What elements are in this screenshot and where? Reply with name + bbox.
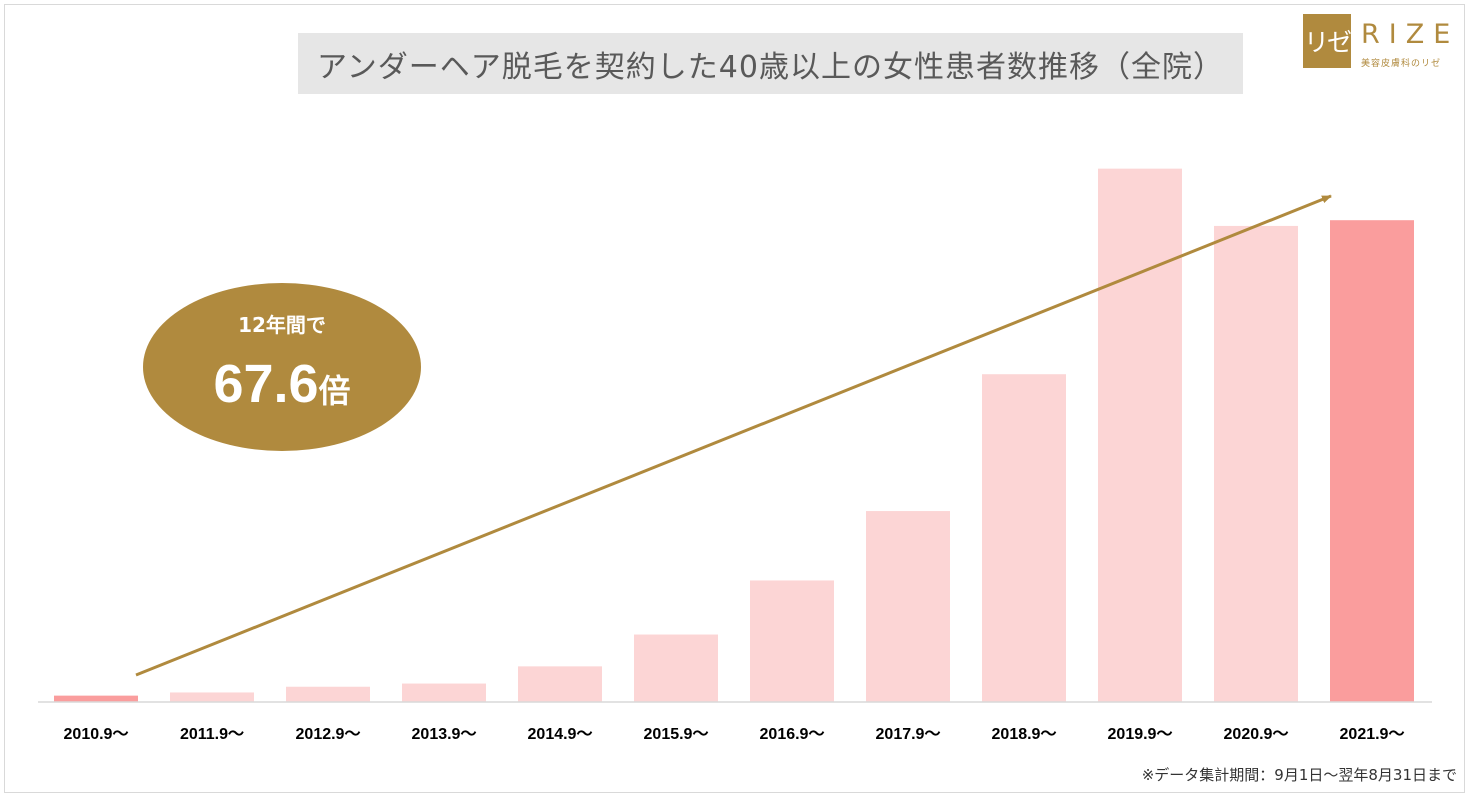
x-tick-label: 2021.9～ [1340,726,1405,743]
logo-word: RIZE [1361,19,1460,50]
bar-2012.9 [286,686,370,702]
chart-title-box: アンダーヘア脱毛を契約した40歳以上の女性患者数推移（全院） [298,33,1243,94]
x-tick-label: 2016.9～ [760,726,825,743]
badge-value: 67.6 [213,354,319,414]
logo-subtitle: 美容皮膚科のリゼ [1361,59,1442,69]
badge-unit: 倍 [318,372,351,410]
bar-2021.9 [1330,220,1414,702]
chart-title: アンダーヘア脱毛を契約した40歳以上の女性患者数推移（全院） [317,49,1224,85]
x-tick-label: 2019.9～ [1108,726,1173,743]
bar-2017.9 [866,511,950,702]
x-tick-label: 2020.9～ [1224,726,1289,743]
x-tick-label: 2018.9～ [992,726,1057,743]
x-tick-label: 2015.9～ [644,726,709,743]
bar-2018.9 [982,374,1066,702]
logo-text: RIZE 美容皮膚科のリゼ [1361,14,1459,69]
x-tick-label: 2012.9～ [296,726,361,743]
footnote: ※データ集計期間：9月1日～翌年8月31日まで [1141,766,1457,784]
bar-2016.9 [750,580,834,702]
x-tick-label: 2014.9～ [528,726,593,743]
badge-value-line: 67.6倍 [143,353,421,415]
bar-2011.9 [170,692,254,702]
rize-logo: リゼ RIZE 美容皮膚科のリゼ [1303,14,1459,70]
bar-2014.9 [518,666,602,702]
bar-2015.9 [634,634,718,702]
bar-2010.9 [54,695,138,702]
bars-group [54,168,1414,703]
badge-period-label: 12年間で [238,313,326,337]
bar-2020.9 [1214,225,1298,703]
x-tick-label: 2011.9～ [180,726,244,743]
bar-2013.9 [402,683,486,702]
x-tick-label: 2017.9～ [876,726,941,743]
x-tick-labels: 2010.9～ 2011.9～ 2012.9～ 2013.9～ 2014.9～ 2015.… [64,726,1405,743]
x-tick-label: 2013.9～ [412,726,477,743]
logo-mark: リゼ [1303,14,1352,68]
bar-2019.9 [1098,168,1182,703]
x-tick-label: 2010.9～ [64,726,129,743]
growth-badge: 12年間で 67.6倍 [143,283,421,451]
trend-arrow [135,194,1332,677]
